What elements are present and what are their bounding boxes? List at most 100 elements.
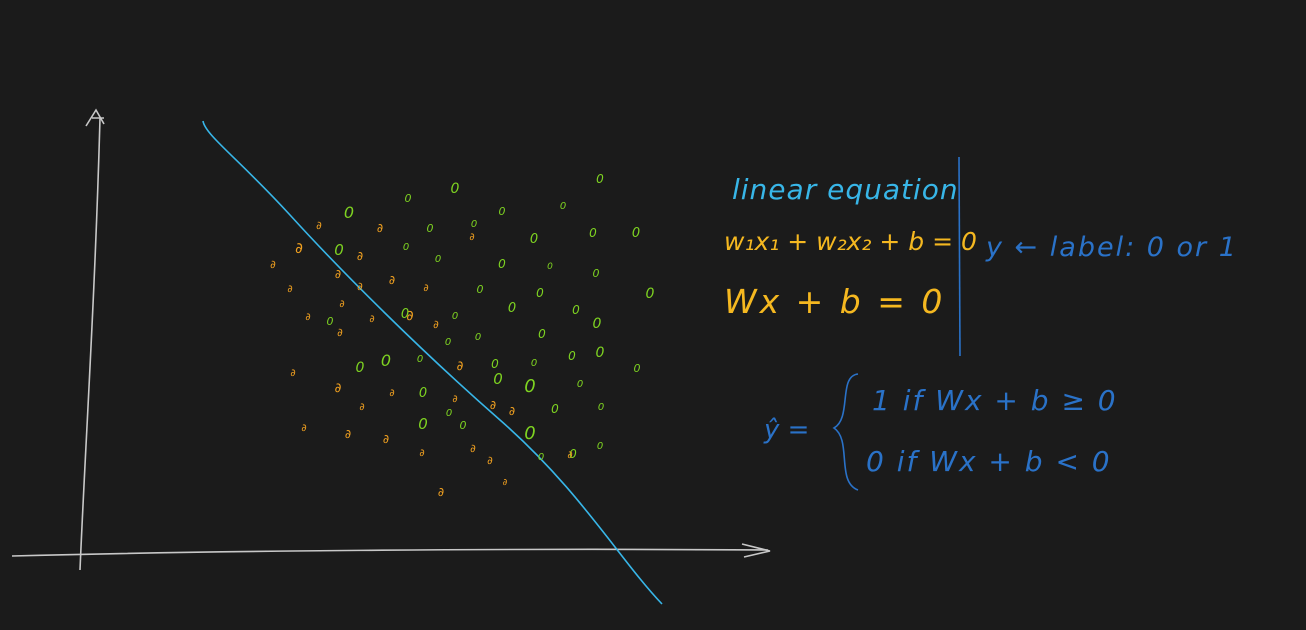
class-zero-point-33: 0 xyxy=(634,362,641,375)
class-zero-point-8: 0 xyxy=(530,232,538,247)
class-one-point-16: ∂ xyxy=(290,368,295,379)
class-zero-point-11: 0 xyxy=(334,241,344,259)
class-one-point-30: ∂ xyxy=(503,478,508,488)
x-axis xyxy=(11,548,769,557)
class-zero-point-20: 0 xyxy=(508,301,516,316)
class-zero-point-16: 0 xyxy=(593,267,600,280)
class-one-point-15: ∂ xyxy=(337,326,343,339)
class-zero-point-34: 0 xyxy=(493,370,503,388)
class-zero-point-2: 0 xyxy=(451,181,460,197)
class-zero-point-45: 0 xyxy=(597,441,603,452)
y-axis-arrow-icon xyxy=(85,108,105,127)
class-one-point-33: ∂ xyxy=(469,232,474,243)
equation-title: linear equation xyxy=(732,173,959,206)
class-zero-point-7: 0 xyxy=(471,219,477,230)
y-axis xyxy=(79,117,101,571)
prediction-case-zero: 0 if Wx + b < 0 xyxy=(866,445,1112,478)
class-zero-point-12: 0 xyxy=(403,242,409,253)
class-zero-point-1: 0 xyxy=(405,192,412,205)
class-one-point-3: ∂ xyxy=(377,221,383,235)
class-one-point-18: ∂ xyxy=(359,402,364,413)
class-zero-point-9: 0 xyxy=(589,226,597,240)
class-zero-point-37: 0 xyxy=(551,402,559,416)
class-one-point-13: ∂ xyxy=(406,308,413,324)
class-one-point-7: ∂ xyxy=(357,280,363,293)
class-zero-point-24: 0 xyxy=(452,311,458,322)
class-one-point-25: ∂ xyxy=(345,427,351,441)
class-zero-point-15: 0 xyxy=(547,262,553,272)
class-zero-point-14: 0 xyxy=(498,257,506,271)
class-zero-point-5: 0 xyxy=(596,172,604,186)
equation-expanded: w₁x₁ + w₂x₂ + b = 0 xyxy=(724,227,977,256)
class-one-point-14: ∂ xyxy=(433,318,439,331)
class-zero-point-30: 0 xyxy=(531,358,537,369)
class-one-point-31: ∂ xyxy=(438,485,444,499)
class-zero-point-36: 0 xyxy=(577,379,583,390)
class-one-point-22: ∂ xyxy=(490,398,496,412)
class-one-point-10: ∂ xyxy=(305,312,310,323)
label-note: y ← label: 0 or 1 xyxy=(985,232,1238,263)
piecewise-brace-icon xyxy=(832,373,859,491)
class-one-point-19: ∂ xyxy=(389,388,394,399)
class-one-point-8: ∂ xyxy=(389,273,395,287)
class-one-point-5: ∂ xyxy=(287,284,292,295)
class-zero-point-46: 0 xyxy=(538,452,544,463)
class-zero-point-23: 0 xyxy=(538,327,546,341)
class-zero-point-41: 0 xyxy=(418,415,428,433)
class-one-point-4: ∂ xyxy=(270,258,276,271)
class-one-point-6: ∂ xyxy=(335,267,341,281)
class-zero-point-39: 0 xyxy=(419,386,427,401)
class-zero-point-29: 0 xyxy=(491,357,499,371)
class-zero-point-13: 0 xyxy=(435,254,441,265)
class-zero-point-32: 0 xyxy=(596,345,605,361)
class-zero-point-49: 0 xyxy=(445,337,451,348)
prediction-case-one: 1 if Wx + b ≥ 0 xyxy=(872,384,1118,417)
class-one-point-24: ∂ xyxy=(301,423,306,434)
class-one-point-11: ∂ xyxy=(339,299,344,310)
class-one-point-27: ∂ xyxy=(419,448,424,459)
class-zero-point-44: 0 xyxy=(569,447,577,461)
class-one-point-2: ∂ xyxy=(357,249,363,263)
class-one-point-1: ∂ xyxy=(316,219,322,232)
class-zero-point-10: 0 xyxy=(632,226,640,241)
class-one-points: ∂ ∂ ∂ ∂ ∂ ∂ ∂ ∂ ∂ ∂ ∂ ∂ ∂ ∂ ∂ ∂ ∂ ∂ ∂ ∂ ∂ ∂ ∂ ∂ ∂ ∂ ∂ ∂ ∂ ∂ ∂ ∂ ∂ ∂ xyxy=(270,219,572,499)
class-zero-point-26: 0 xyxy=(356,360,365,376)
class-zero-point-48: 0 xyxy=(401,307,409,322)
axes xyxy=(11,108,771,571)
class-zero-point-31: 0 xyxy=(568,349,576,363)
class-zero-point-22: 0 xyxy=(593,316,602,332)
class-one-point-20: ∂ xyxy=(457,359,464,374)
class-zero-point-21: 0 xyxy=(572,303,580,317)
equation-compact: Wx + b = 0 xyxy=(724,282,945,321)
class-zero-point-18: 0 xyxy=(477,283,484,296)
class-one-point-17: ∂ xyxy=(335,381,342,396)
class-one-point-23: ∂ xyxy=(509,404,515,418)
class-zero-point-27: 0 xyxy=(381,351,391,370)
class-one-point-26: ∂ xyxy=(383,432,389,446)
class-one-point-12: ∂ xyxy=(369,314,374,325)
class-zero-point-4: 0 xyxy=(560,201,566,212)
decision-boundary-line xyxy=(202,120,663,605)
class-zero-point-17: 0 xyxy=(646,286,655,302)
class-zero-point-42: 0 xyxy=(460,419,467,432)
class-zero-point-35: 0 xyxy=(524,376,535,397)
class-zero-point-38: 0 xyxy=(598,402,604,413)
class-one-point-21: ∂ xyxy=(452,394,457,405)
class-zero-point-47: 0 xyxy=(327,315,334,328)
divider-line xyxy=(958,156,961,357)
class-one-point-0: ∂ xyxy=(295,239,303,257)
class-one-point-28: ∂ xyxy=(470,442,476,455)
class-one-point-29: ∂ xyxy=(487,454,493,467)
class-zero-point-25: 0 xyxy=(475,332,481,343)
class-zero-point-40: 0 xyxy=(446,408,452,419)
class-zero-point-43: 0 xyxy=(524,423,535,444)
prediction-lhs: ŷ = xyxy=(763,415,809,445)
x-axis-arrow-icon xyxy=(741,543,771,558)
class-zero-point-28: 0 xyxy=(417,354,423,365)
class-zero-points: 0 0 0 0 0 0 0 0 0 0 0 0 0 0 0 0 0 0 0 0 0 0 0 0 0 0 0 0 0 0 0 0 0 0 0 0 0 0 0 0… xyxy=(327,172,655,463)
class-zero-point-6: 0 xyxy=(427,222,434,235)
class-zero-point-0: 0 xyxy=(344,203,354,222)
class-zero-point-19: 0 xyxy=(536,286,544,300)
